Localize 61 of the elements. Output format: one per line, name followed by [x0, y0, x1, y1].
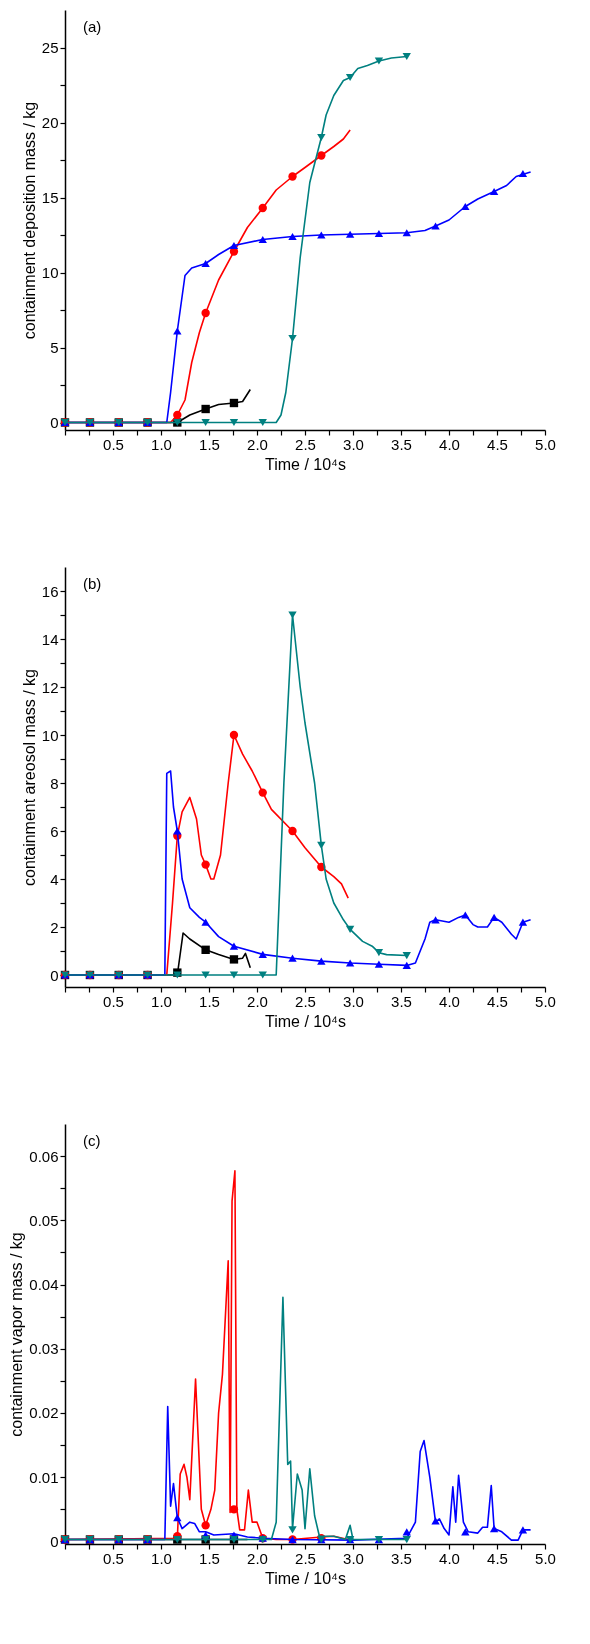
x-tick-label: 4.0 [439, 992, 460, 1010]
x-tick-label: 4.5 [487, 435, 508, 453]
x-axis-title: Time / 10⁴s [265, 1569, 346, 1587]
y-axis-title: containment vapor mass / kg [8, 1232, 26, 1437]
y-axis-title: containment areosol mass / kg [20, 669, 38, 886]
y-tick-label: 0.04 [29, 1276, 59, 1294]
y-tick-label: 16 [41, 582, 59, 600]
x-tick-label: 4.0 [439, 1549, 460, 1567]
x-axis-title: Time / 10⁴s [265, 455, 346, 473]
x-tick-label: 0.5 [103, 992, 124, 1010]
x-tick-label: 3.5 [391, 992, 412, 1010]
x-tick-label: 2.0 [247, 992, 268, 1010]
x-axis-title: Time / 10⁴s [265, 1012, 346, 1030]
x-tick-label: 1.0 [151, 992, 172, 1010]
y-tick-label: 25 [41, 39, 59, 56]
x-tick-label: 2.5 [295, 435, 316, 453]
y-tick-label: 10 [41, 726, 59, 744]
x-tick-label: 1.5 [199, 435, 220, 453]
y-tick-label: 4 [50, 870, 59, 888]
y-tick-label: 0.06 [29, 1147, 59, 1165]
x-tick-label: 5.0 [535, 992, 556, 1010]
x-tick-label: 3.0 [343, 992, 364, 1010]
y-tick-label: 0.01 [29, 1468, 59, 1486]
x-tick-label: 5.0 [535, 435, 556, 453]
y-tick-label: 2 [50, 918, 59, 936]
x-tick-label: 3.0 [343, 1549, 364, 1567]
x-tick-label: 1.0 [151, 1549, 172, 1567]
y-tick-label: 8 [50, 774, 59, 792]
x-tick-label: 1.5 [199, 992, 220, 1010]
x-tick-label: 1.5 [199, 1549, 220, 1567]
x-tick-label: 3.5 [391, 435, 412, 453]
x-tick-label: 2.0 [247, 435, 268, 453]
x-tick-label: 2.0 [247, 1549, 268, 1567]
x-tick-label: 4.0 [439, 435, 460, 453]
y-tick-label: 0.03 [29, 1340, 59, 1358]
annotation: (c) [83, 1132, 101, 1149]
y-tick-label: 6 [50, 822, 59, 840]
x-tick-label: 2.5 [295, 1549, 316, 1567]
annotation: (b) [83, 575, 102, 592]
y-tick-label: 5 [50, 339, 59, 356]
y-tick-label: 0 [50, 966, 59, 984]
y-tick-label: 0.05 [29, 1211, 59, 1229]
x-tick-label: 2.5 [295, 992, 316, 1010]
x-tick-label: 3.0 [343, 435, 364, 453]
x-tick-label: 0.5 [103, 435, 124, 453]
y-tick-label: 14 [41, 630, 59, 648]
y-tick-label: 10 [41, 264, 59, 281]
x-tick-label: 4.5 [487, 992, 508, 1010]
x-tick-label: 1.0 [151, 435, 172, 453]
y-axis-title: containment deposition mass / kg [20, 101, 38, 340]
annotation: (a) [83, 18, 102, 35]
x-tick-label: 0.5 [103, 1549, 124, 1567]
y-tick-label: 0.02 [29, 1404, 59, 1422]
y-tick-label: 0 [50, 1532, 59, 1550]
x-tick-label: 5.0 [535, 1549, 556, 1567]
y-tick-label: 20 [41, 114, 59, 131]
y-tick-label: 12 [41, 678, 59, 696]
y-tick-label: 15 [41, 189, 59, 206]
x-tick-label: 3.5 [391, 1549, 412, 1567]
x-tick-label: 4.5 [487, 1549, 508, 1567]
y-tick-label: 0 [50, 414, 59, 431]
